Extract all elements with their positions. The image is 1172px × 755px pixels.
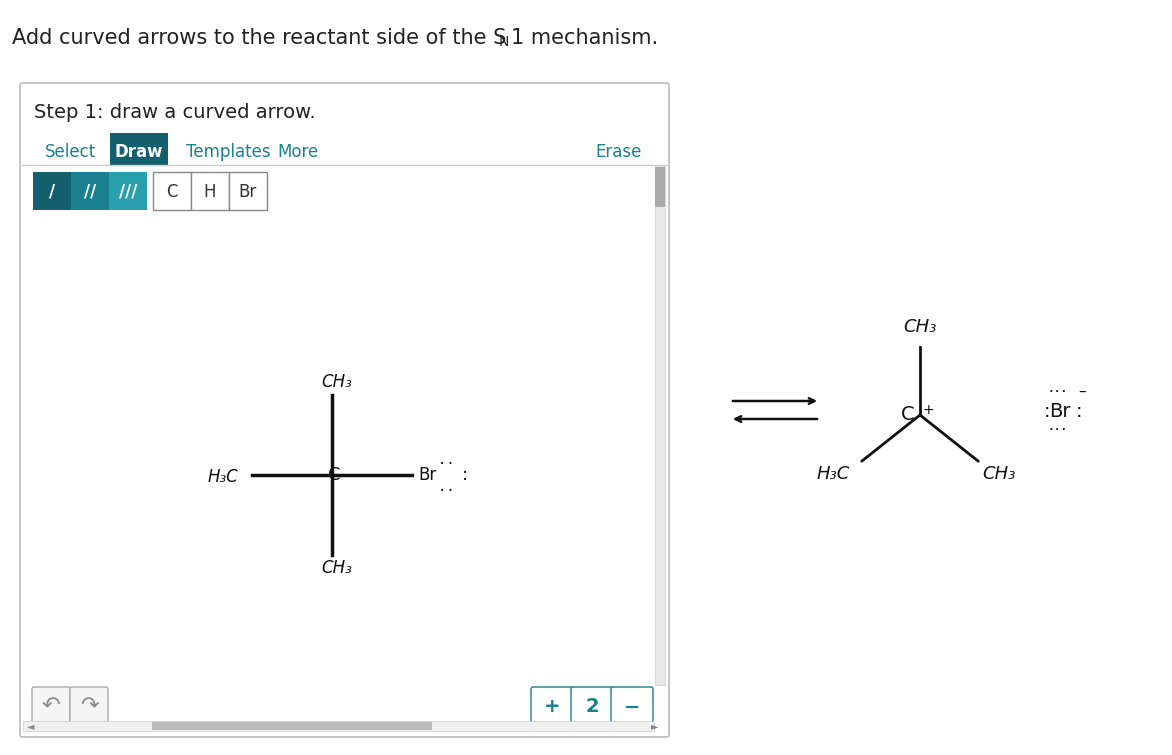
Text: ///: ///: [118, 183, 137, 201]
Text: More: More: [278, 143, 319, 161]
Text: :: :: [1044, 402, 1050, 421]
Text: :: :: [462, 466, 468, 484]
Text: /: /: [49, 183, 55, 201]
Text: CH₃: CH₃: [321, 559, 353, 577]
Text: C: C: [901, 405, 915, 424]
Text: H: H: [204, 183, 217, 201]
Bar: [655, 165, 665, 685]
Text: Br: Br: [1049, 402, 1071, 421]
Text: Step 1: draw a curved arrow.: Step 1: draw a curved arrow.: [34, 103, 315, 122]
Text: +: +: [544, 698, 560, 716]
FancyBboxPatch shape: [20, 83, 669, 737]
FancyBboxPatch shape: [531, 687, 573, 725]
Bar: [655, 167, 665, 207]
Text: //: //: [84, 183, 96, 201]
Text: C: C: [328, 466, 340, 484]
Text: –: –: [1078, 384, 1085, 399]
Text: C: C: [166, 183, 178, 201]
Text: ►: ►: [650, 721, 659, 731]
Text: H₃C: H₃C: [207, 468, 238, 486]
Text: CH₃: CH₃: [321, 373, 353, 391]
Bar: [23, 721, 654, 731]
FancyBboxPatch shape: [71, 172, 109, 210]
Text: ◄: ◄: [27, 721, 34, 731]
FancyBboxPatch shape: [229, 172, 267, 210]
FancyBboxPatch shape: [611, 687, 653, 725]
Text: ↷: ↷: [80, 697, 98, 717]
Text: Erase: Erase: [595, 143, 642, 161]
FancyBboxPatch shape: [191, 172, 229, 210]
Text: Add curved arrows to the reactant side of the S: Add curved arrows to the reactant side o…: [12, 28, 506, 48]
Text: H₃C: H₃C: [817, 465, 850, 483]
Text: ...: ...: [1048, 384, 1068, 394]
Text: ..: ..: [438, 453, 463, 467]
Text: CH₃: CH₃: [904, 318, 936, 336]
Text: ↶: ↶: [42, 697, 60, 717]
Text: 2: 2: [585, 698, 599, 716]
FancyBboxPatch shape: [110, 133, 168, 165]
Text: ..: ..: [438, 480, 463, 494]
FancyBboxPatch shape: [571, 687, 613, 725]
Text: Select: Select: [45, 143, 96, 161]
Text: :: :: [1076, 402, 1083, 421]
Text: Draw: Draw: [115, 143, 163, 161]
Text: N: N: [499, 35, 510, 49]
Text: ...: ...: [1048, 422, 1068, 432]
Text: 1 mechanism.: 1 mechanism.: [511, 28, 659, 48]
FancyBboxPatch shape: [154, 172, 191, 210]
Text: Templates: Templates: [185, 143, 271, 161]
FancyBboxPatch shape: [109, 172, 146, 210]
FancyBboxPatch shape: [70, 687, 108, 725]
FancyBboxPatch shape: [33, 172, 71, 210]
Text: Br: Br: [418, 466, 436, 484]
Text: CH₃: CH₃: [982, 465, 1015, 483]
Text: −: −: [624, 698, 640, 716]
FancyBboxPatch shape: [32, 687, 70, 725]
Text: Br: Br: [239, 183, 257, 201]
Text: +: +: [924, 403, 934, 417]
Bar: [152, 722, 432, 730]
